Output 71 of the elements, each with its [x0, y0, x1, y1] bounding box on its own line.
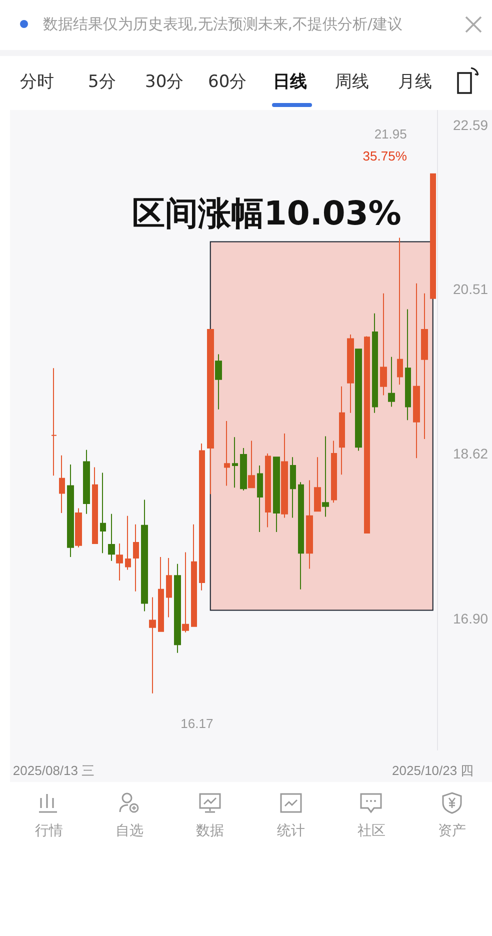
- text: 数据: [195, 822, 226, 840]
- candlestick: [347, 334, 354, 414]
- candlestick: [290, 456, 296, 518]
- annotation: 35.75%: [362, 148, 408, 164]
- candlestick: [240, 448, 247, 491]
- candlestick: [215, 354, 222, 410]
- candlestick: [199, 443, 205, 591]
- candlestick: [83, 449, 90, 514]
- x-tick-label: 2025/10/23 四: [392, 763, 474, 778]
- candlestick: [207, 328, 214, 495]
- candlestick: [232, 436, 238, 488]
- x-tick-label: 2025/08/13 三: [12, 763, 95, 778]
- text: 统计: [276, 822, 306, 840]
- candlestick: [306, 480, 313, 570]
- candlestick: [339, 386, 345, 476]
- candlestick: [108, 513, 115, 562]
- text: 行情: [34, 822, 64, 840]
- candlestick: [125, 515, 131, 570]
- text: 5分: [88, 71, 116, 93]
- candlestick: [380, 292, 387, 396]
- y-tick-label: 16.90: [453, 610, 488, 626]
- candlestick: [397, 237, 403, 386]
- candlestick: [182, 552, 189, 633]
- candlestick: [149, 596, 156, 694]
- candlestick: [372, 312, 378, 414]
- text: 周线: [335, 71, 369, 93]
- text: 资产: [437, 822, 467, 840]
- candlestick: [133, 524, 139, 592]
- candlestick: [75, 508, 82, 548]
- text: 60分: [208, 71, 247, 93]
- candlestick: [67, 464, 74, 558]
- candlestick: [51, 368, 57, 476]
- annotation: 16.17: [180, 716, 214, 731]
- text: 数据结果仅为历史表现,无法预测未来,不提供分析/建议: [43, 15, 403, 34]
- candlestick: [314, 456, 321, 512]
- candlestick: [421, 292, 428, 440]
- candlestick: [298, 482, 304, 590]
- text: 月线: [398, 71, 432, 93]
- candlestick: [166, 558, 172, 618]
- candlestick: [405, 308, 411, 421]
- band-label: 区间涨幅10.03%: [132, 193, 402, 232]
- y-tick-label: 22.59: [453, 116, 488, 133]
- candlestick: [430, 173, 436, 299]
- candlestick: [364, 336, 370, 534]
- text: 日线: [273, 71, 307, 93]
- candlestick: [281, 433, 288, 518]
- text: 30分: [145, 71, 184, 93]
- candlestick: [388, 356, 395, 408]
- candlestick: [174, 563, 181, 654]
- y-tick-label: 18.62: [453, 446, 488, 462]
- candlestick: [265, 453, 271, 528]
- y-tick-label: 20.51: [453, 281, 488, 298]
- candlestick: [273, 456, 280, 532]
- candlestick: [413, 282, 420, 459]
- candlestick: [158, 556, 164, 632]
- annotation: 21.95: [374, 126, 407, 142]
- candlestick: [355, 348, 362, 452]
- candlestick: [191, 524, 197, 627]
- candlestick: [100, 472, 106, 554]
- candlestick: [224, 420, 230, 486]
- candlestick: [59, 454, 65, 514]
- candlestick: [257, 464, 263, 532]
- candlestick: [141, 499, 148, 612]
- text: 自选: [114, 822, 145, 840]
- text: 社区: [356, 822, 386, 840]
- candlestick: [331, 440, 337, 504]
- candlestick: [248, 440, 255, 488]
- candlestick: [92, 466, 98, 544]
- text: 分时: [20, 71, 54, 93]
- candlestick: [116, 543, 123, 581]
- candlestick: [322, 436, 329, 518]
